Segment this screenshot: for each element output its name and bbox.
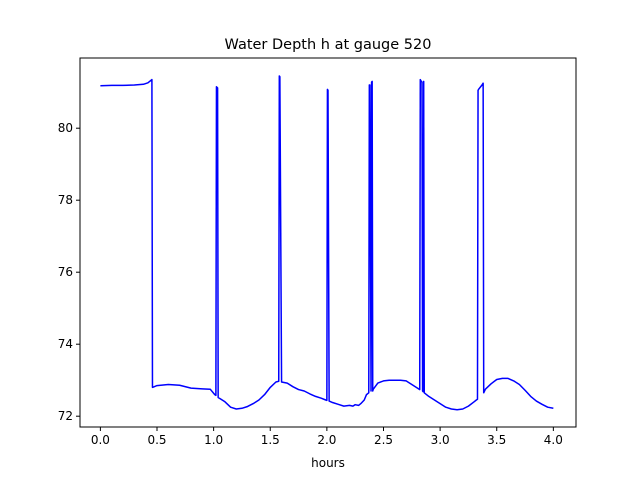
x-tick-label: 0.0 bbox=[91, 433, 110, 447]
series-line-0 bbox=[100, 75, 554, 411]
x-tick-label: 3.5 bbox=[487, 433, 506, 447]
chart-title: Water Depth h at gauge 520 bbox=[225, 37, 432, 53]
x-axis: 0.0 0.5 1.0 1.5 2.0 2.5 3.0 3.5 4.0 bbox=[91, 427, 563, 447]
y-tick-label: 78 bbox=[58, 193, 73, 207]
y-tick-label: 76 bbox=[58, 265, 73, 279]
x-tick-label: 3.0 bbox=[431, 433, 450, 447]
x-tick-label: 0.5 bbox=[147, 433, 166, 447]
x-tick-label: 2.0 bbox=[317, 433, 336, 447]
x-axis-label: hours bbox=[311, 456, 345, 470]
plot-area-frame bbox=[79, 57, 577, 428]
x-tick-label: 1.5 bbox=[261, 433, 280, 447]
x-tick-label: 2.5 bbox=[374, 433, 393, 447]
data-layer bbox=[100, 75, 554, 411]
y-axis: 72 74 76 78 80 bbox=[58, 121, 80, 423]
x-tick-label: 1.0 bbox=[204, 433, 223, 447]
y-tick-label: 74 bbox=[58, 337, 73, 351]
y-tick-label: 80 bbox=[58, 121, 73, 135]
y-tick-label: 72 bbox=[58, 409, 73, 423]
x-tick-label: 4.0 bbox=[544, 433, 563, 447]
